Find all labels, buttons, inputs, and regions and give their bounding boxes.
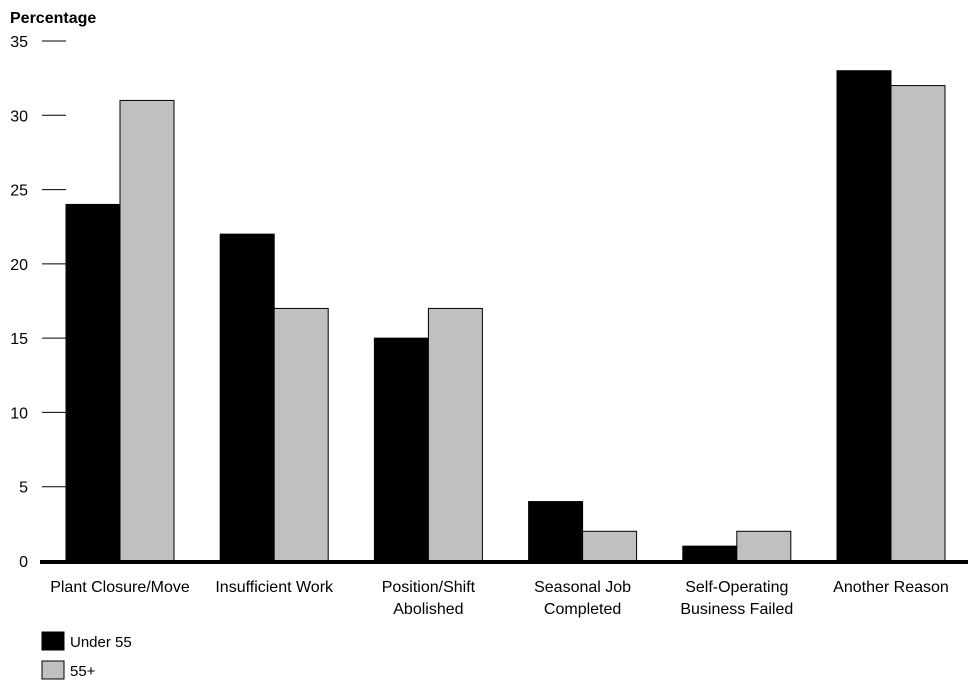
bar-55-plus xyxy=(736,530,792,562)
legend: Under 55 55+ xyxy=(41,631,132,680)
bar-55-plus xyxy=(273,307,329,562)
legend-label: Under 55 xyxy=(70,634,132,651)
x-category-label: Business Failed xyxy=(680,601,793,618)
x-category-label: Another Reason xyxy=(833,579,949,596)
legend-label: 55+ xyxy=(70,663,96,680)
x-category-label: Abolished xyxy=(393,601,463,618)
bar-55-plus xyxy=(582,530,638,562)
x-category-label: Insufficient Work xyxy=(215,579,334,596)
x-axis-labels: Plant Closure/Move Insufficient Work Posit… xyxy=(50,579,949,618)
x-category-label: Position/Shift xyxy=(382,579,476,596)
y-tick-label: 30 xyxy=(10,108,28,125)
y-tick-label: 25 xyxy=(10,183,28,200)
x-category-label: Self-Operating xyxy=(685,579,788,596)
bar-under-55 xyxy=(65,203,121,562)
y-tick-label: 20 xyxy=(10,257,28,274)
legend-swatch xyxy=(41,631,65,651)
y-axis: 0 5 10 15 20 25 30 35 xyxy=(10,34,66,571)
bars-group xyxy=(65,70,946,562)
bar-under-55 xyxy=(373,337,429,562)
x-category-label: Seasonal Job xyxy=(534,579,631,596)
bar-under-55 xyxy=(682,545,738,562)
y-tick-label: 15 xyxy=(10,331,28,348)
y-axis-title: Percentage xyxy=(10,10,96,27)
bar-under-55 xyxy=(528,501,584,562)
y-tick-label: 0 xyxy=(19,554,28,571)
y-tick-label: 10 xyxy=(10,405,28,422)
bar-55-plus xyxy=(119,99,175,562)
bar-55-plus xyxy=(427,307,483,562)
x-category-label: Completed xyxy=(544,601,621,618)
bar-under-55 xyxy=(219,233,275,562)
x-category-label: Plant Closure/Move xyxy=(50,579,190,596)
y-tick-label: 35 xyxy=(10,34,28,51)
bar-under-55 xyxy=(836,70,892,562)
y-tick-label: 5 xyxy=(19,480,28,497)
legend-swatch xyxy=(41,660,65,680)
bar-55-plus xyxy=(890,85,946,562)
